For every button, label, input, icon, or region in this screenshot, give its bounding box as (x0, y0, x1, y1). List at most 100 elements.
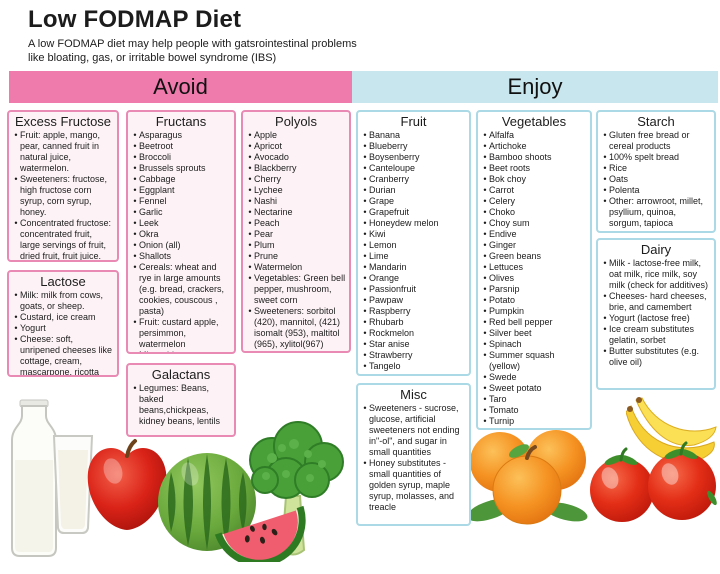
list-item: Alfalfa (481, 130, 587, 141)
polyols-list: AppleApricotAvocadoBlackberryCherryLyche… (246, 130, 346, 350)
subtitle-line-1: A low FODMAP diet may help people with g… (28, 38, 357, 50)
list-item: Canteloupe (361, 163, 466, 174)
list-item: Durian (361, 185, 466, 196)
list-item: Oats (601, 174, 711, 185)
list-item: Watermelon (246, 262, 346, 273)
list-item: Sweet potato (481, 383, 587, 394)
list-item: Boysenberry (361, 152, 466, 163)
list-item: Tangelo (361, 361, 466, 372)
list-item: Beet roots (481, 163, 587, 174)
list-item: Pawpaw (361, 295, 466, 306)
list-item: Potato (481, 295, 587, 306)
list-item: Apricot (246, 141, 346, 152)
list-item: Sweeteners: sorbitol (420), mannitol, (4… (246, 306, 346, 350)
glass-of-milk-image (52, 435, 94, 534)
misc-list: Sweeteners - sucrose, glucose, artificia… (361, 403, 466, 513)
tomatoes-image (590, 441, 717, 522)
list-item: Taro (481, 394, 587, 405)
list-item: Summer squash (yellow) (481, 350, 587, 372)
list-item: Olives (481, 273, 587, 284)
list-item: Red bell pepper (481, 317, 587, 328)
vegetables-list: AlfalfaArtichokeBamboo shootsBeet rootsB… (481, 130, 587, 428)
list-item: Bok choy (481, 174, 587, 185)
list-item: Grapefruit (361, 207, 466, 218)
box-title-misc: Misc (400, 387, 427, 402)
list-item: Fennel (131, 196, 231, 207)
box-title-starch: Starch (637, 114, 675, 129)
starch-list: Gluten free bread or cereal products100%… (601, 130, 711, 229)
milk-bottle-image (11, 399, 57, 557)
list-item: Apple (246, 130, 346, 141)
box-title-fructans: Fructans (155, 114, 207, 129)
list-item: Fruit: apple, mango, pear, canned fruit … (12, 130, 114, 174)
list-item: Onion (all) (131, 240, 231, 251)
list-item: Passionfruit (361, 284, 466, 295)
list-item: Eggplant (131, 185, 231, 196)
list-item: Silver beet (481, 328, 587, 339)
list-item: Cheese: soft, unripened cheeses like cot… (12, 334, 114, 375)
list-item: Beetroot (131, 141, 231, 152)
list-item: Leek (131, 218, 231, 229)
list-item: Green beans (481, 251, 587, 262)
box-galactans: Galactans Legumes: Beans, baked beans,ch… (126, 363, 236, 437)
list-item: Polenta (601, 185, 711, 196)
list-item: Custard, ice cream (12, 312, 114, 323)
list-item: Yogurt (12, 323, 114, 334)
fructans-list: AsparagusBeetrootBroccoliBrussels sprout… (131, 130, 231, 352)
list-item: Blueberry (361, 141, 466, 152)
box-title-vegetables: Vegetables (501, 114, 567, 129)
list-item: Nashi (246, 196, 346, 207)
box-vegetables: Vegetables AlfalfaArtichokeBamboo shoots… (476, 110, 592, 430)
box-fruit: Fruit BananaBlueberryBoysenberryCantelou… (356, 110, 471, 376)
list-item: Rice (601, 163, 711, 174)
list-item: Carrot (481, 185, 587, 196)
box-polyols: Polyols AppleApricotAvocadoBlackberryChe… (241, 110, 351, 353)
list-item: Swede (481, 372, 587, 383)
watermelon-image (158, 453, 256, 551)
list-item: Strawberry (361, 350, 466, 361)
box-title-lactose: Lactose (40, 274, 86, 289)
list-item: Misc: chicory, dandelion, inulin (131, 350, 231, 352)
list-item: Milk - lactose-free milk, oat milk, rice… (601, 258, 711, 291)
list-item: Okra (131, 229, 231, 240)
list-item: Artichoke (481, 141, 587, 152)
list-item: Lettuces (481, 262, 587, 273)
watermelon-slice-image (214, 505, 306, 562)
list-item: Cereals: wheat and rye in large amounts … (131, 262, 231, 317)
list-item: Butter substitutes (e.g. olive oil) (601, 346, 711, 368)
list-item: Vam (481, 427, 587, 428)
list-item: Kiwi (361, 229, 466, 240)
box-lactose: Lactose Milk: milk from cows, goats, or … (7, 270, 119, 377)
list-item: Banana (361, 130, 466, 141)
list-item: Garlic (131, 207, 231, 218)
list-item: Rockmelon (361, 328, 466, 339)
page-subtitle: A low FODMAP diet may help people with g… (28, 37, 357, 65)
list-item: Cabbage (131, 174, 231, 185)
bananas-image (626, 397, 717, 463)
oranges-image (467, 430, 588, 525)
box-dairy: Dairy Milk - lactose-free milk, oat milk… (596, 238, 716, 390)
box-title-excess-fructose: Excess Fructose (14, 114, 112, 129)
box-starch: Starch Gluten free bread or cereal produ… (596, 110, 716, 233)
list-item: Orange (361, 273, 466, 284)
list-item: Concentrated fructose: concentrated frui… (12, 218, 114, 260)
list-item: Shallots (131, 251, 231, 262)
list-item: Other: arrowroot, millet, psyllium, quin… (601, 196, 711, 229)
list-item: Peach (246, 218, 346, 229)
list-item: Pear (246, 229, 346, 240)
fruit-list: BananaBlueberryBoysenberryCanteloupeCran… (361, 130, 466, 372)
list-item: Ginger (481, 240, 587, 251)
box-fructans: Fructans AsparagusBeetrootBroccoliBrusse… (126, 110, 236, 354)
list-item: Star anise (361, 339, 466, 350)
list-item: Lemon (361, 240, 466, 251)
list-item: Sweeteners - sucrose, glucose, artificia… (361, 403, 466, 458)
list-item: Rhubarb (361, 317, 466, 328)
dairy-list: Milk - lactose-free milk, oat milk, rice… (601, 258, 711, 368)
excess-fructose-list: Fruit: apple, mango, pear, canned fruit … (12, 130, 114, 260)
list-item: Nectarine (246, 207, 346, 218)
list-item: Choy sum (481, 218, 587, 229)
list-item: Fruit: custard apple, persimmon, waterme… (131, 317, 231, 350)
list-item: Honeydew melon (361, 218, 466, 229)
list-item: Tomato (481, 405, 587, 416)
list-item: Parsnip (481, 284, 587, 295)
